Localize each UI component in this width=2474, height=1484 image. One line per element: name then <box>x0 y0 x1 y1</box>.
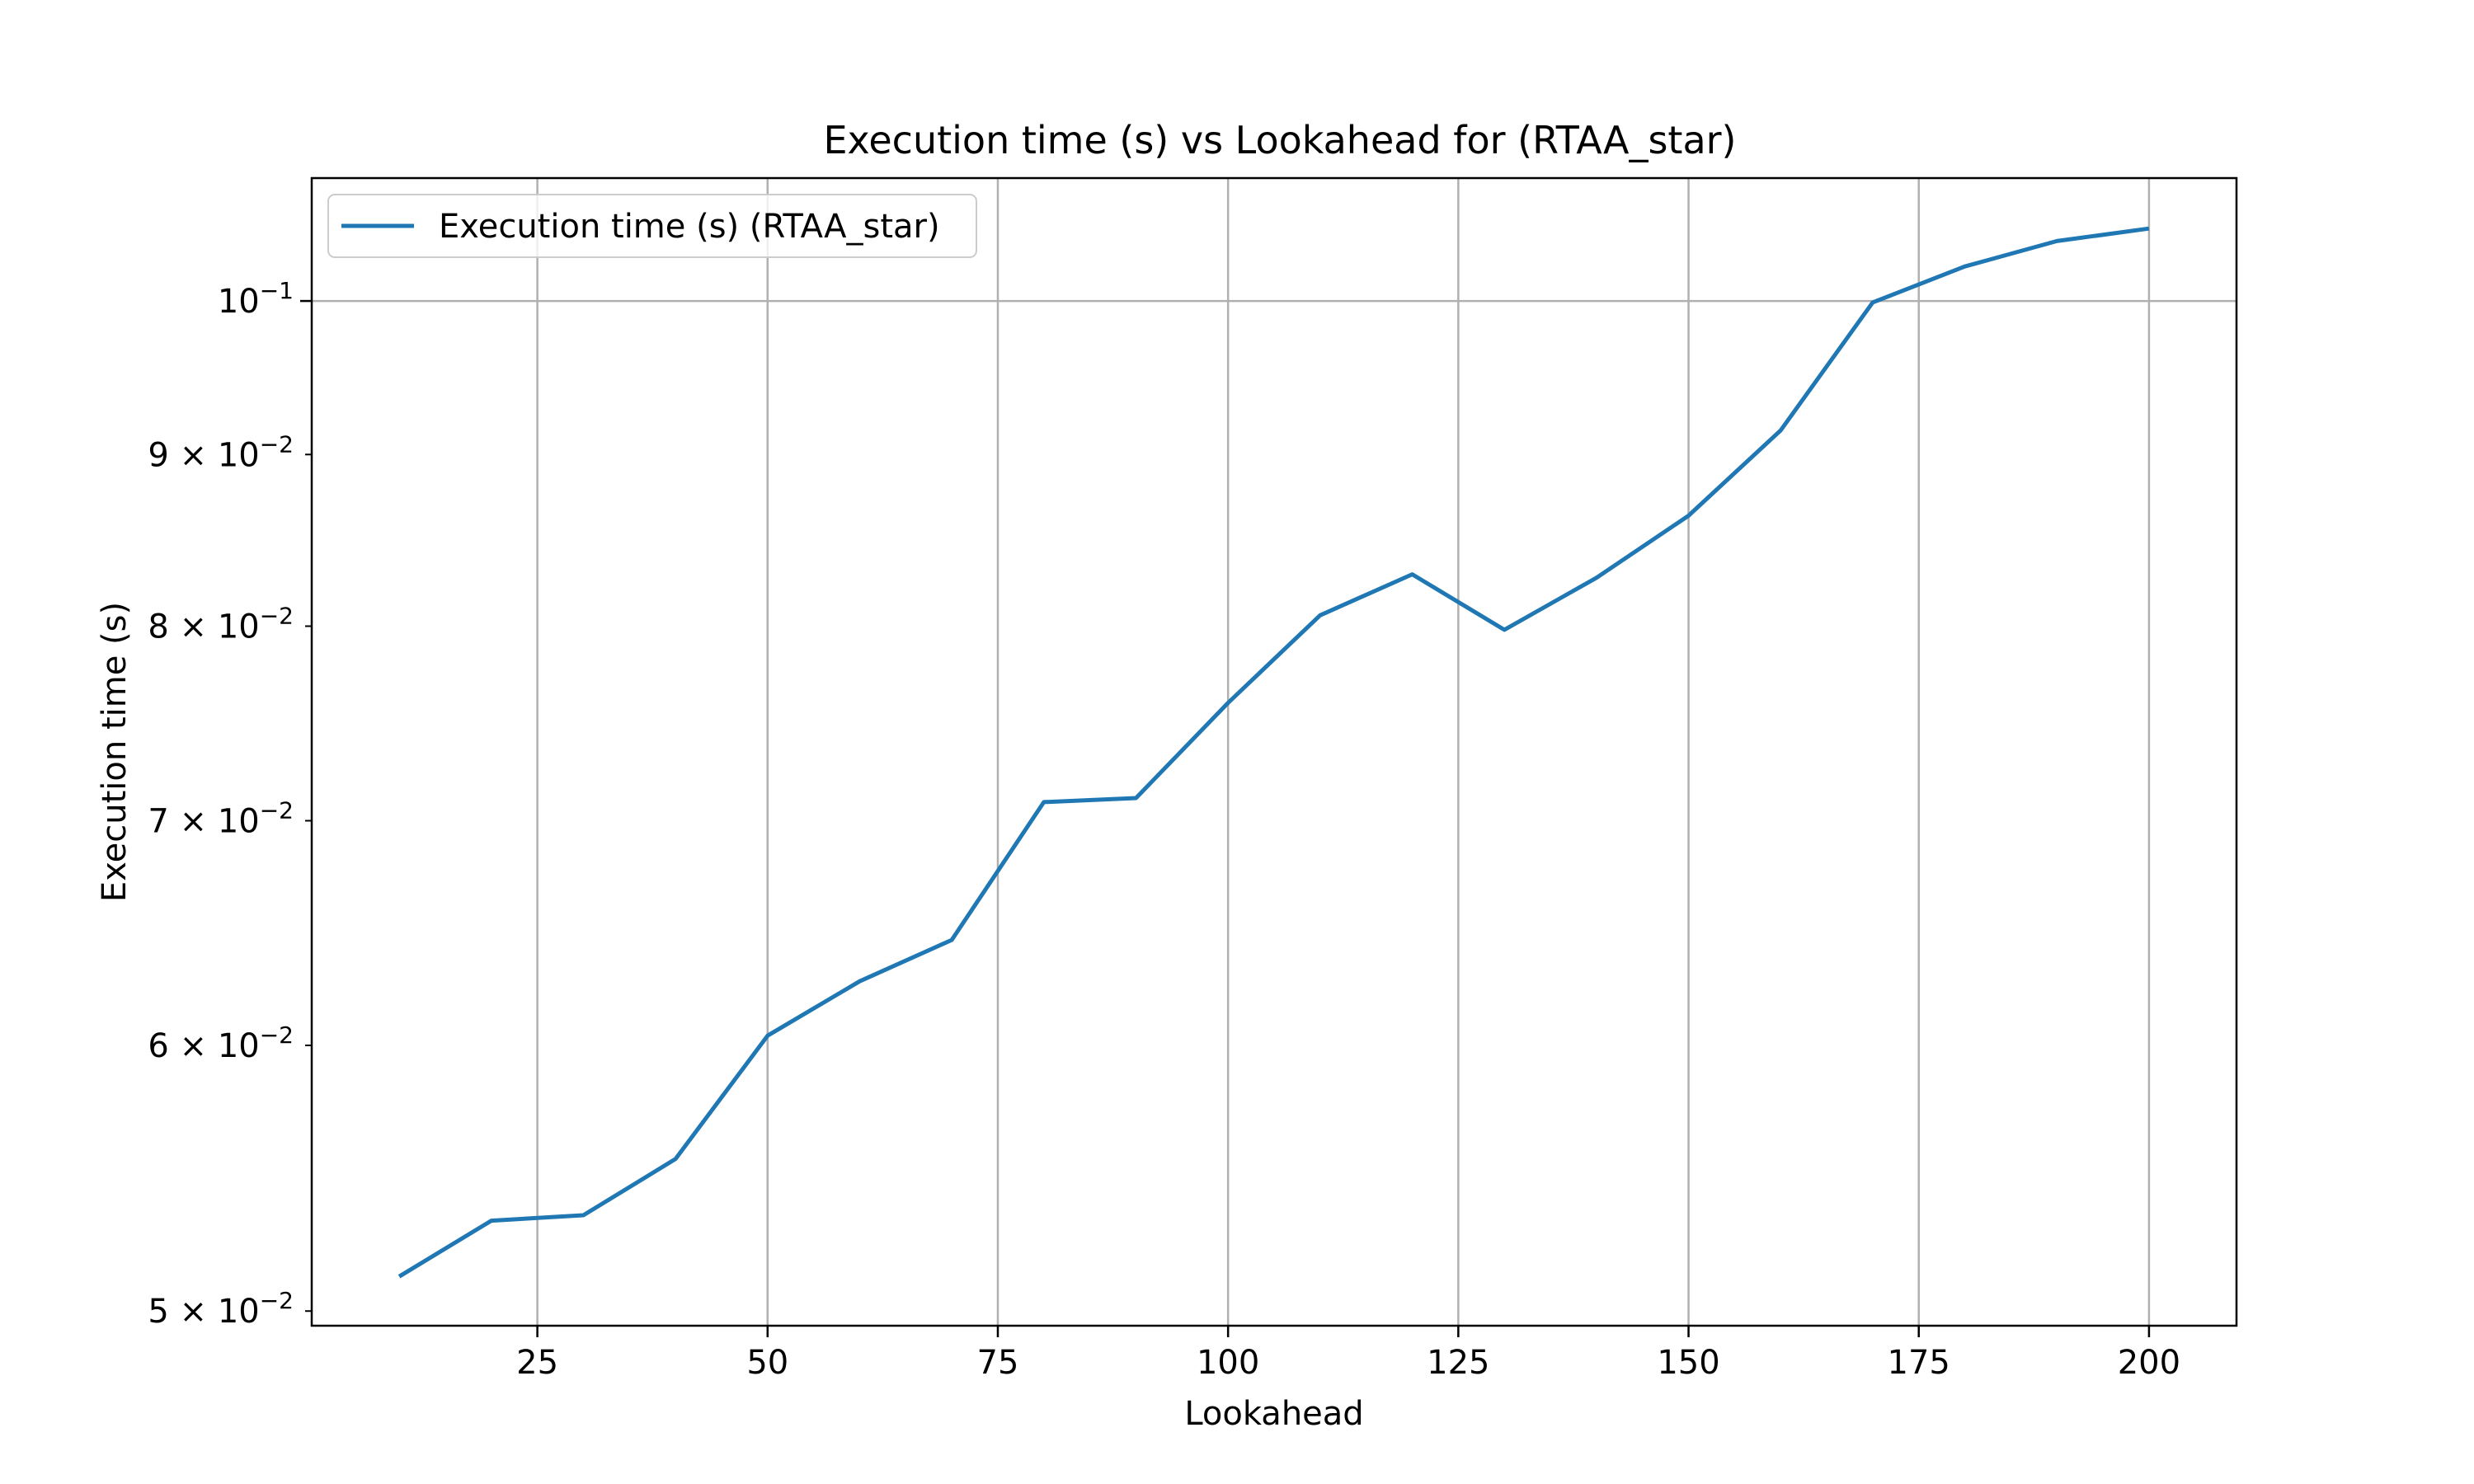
data-point <box>1688 515 1689 516</box>
x-tick-label: 175 <box>1888 1344 1950 1382</box>
series-layer <box>397 226 2150 1279</box>
y-axis-label: Execution time (s) <box>96 602 134 902</box>
x-tick-label: 150 <box>1657 1344 1719 1382</box>
data-point <box>1780 430 1781 431</box>
data-point <box>583 1215 584 1216</box>
x-tick-label: 75 <box>977 1344 1019 1382</box>
data-point <box>1596 577 1597 578</box>
plot-area-frame <box>310 176 2238 1327</box>
x-axis-label: Lookahead <box>1184 1395 1363 1433</box>
grid-lines <box>312 178 2236 1326</box>
series-line-0 <box>397 226 2150 1279</box>
data-point <box>1412 574 1413 575</box>
data-point <box>675 1158 676 1159</box>
x-axis-ticks: 25 50 75 100 125 150 175 200 <box>516 1326 2180 1382</box>
x-tick-label: 100 <box>1197 1344 1259 1382</box>
x-tick-label: 25 <box>516 1344 558 1382</box>
data-point <box>1964 266 1965 267</box>
y-tick-label: 6 × 10−2 <box>148 1021 294 1065</box>
data-point <box>859 981 860 982</box>
data-point <box>491 1220 492 1221</box>
y-tick-label: 7 × 10−2 <box>148 797 294 841</box>
x-tick-label: 200 <box>2118 1344 2180 1382</box>
data-point <box>1319 615 1320 616</box>
data-point <box>1043 801 1044 802</box>
x-tick-label: 125 <box>1427 1344 1489 1382</box>
data-point <box>1228 702 1229 703</box>
legend-box <box>327 194 977 258</box>
data-point <box>399 1276 400 1277</box>
x-tick-label: 50 <box>746 1344 788 1382</box>
legend: Execution time (s) (RTAA_star) <box>327 194 977 258</box>
y-tick-label: 10−1 <box>218 277 294 321</box>
y-tick-label: 5 × 10−2 <box>148 1287 294 1331</box>
chart-title: Execution time (s) vs Lookahead for (RTA… <box>823 118 1736 162</box>
data-point <box>1872 302 1873 303</box>
y-tick-label: 8 × 10−2 <box>148 602 294 646</box>
y-axis-ticks: 5 × 10−2 6 × 10−2 7 × 10−2 8 × 10−2 9 × 10−2… <box>148 277 312 1331</box>
legend-entry-label: Execution time (s) (RTAA_star) <box>439 208 940 246</box>
data-point <box>2148 228 2149 229</box>
data-point <box>1504 629 1505 630</box>
y-tick-label: 9 × 10−2 <box>148 430 294 474</box>
data-point <box>2057 241 2058 242</box>
